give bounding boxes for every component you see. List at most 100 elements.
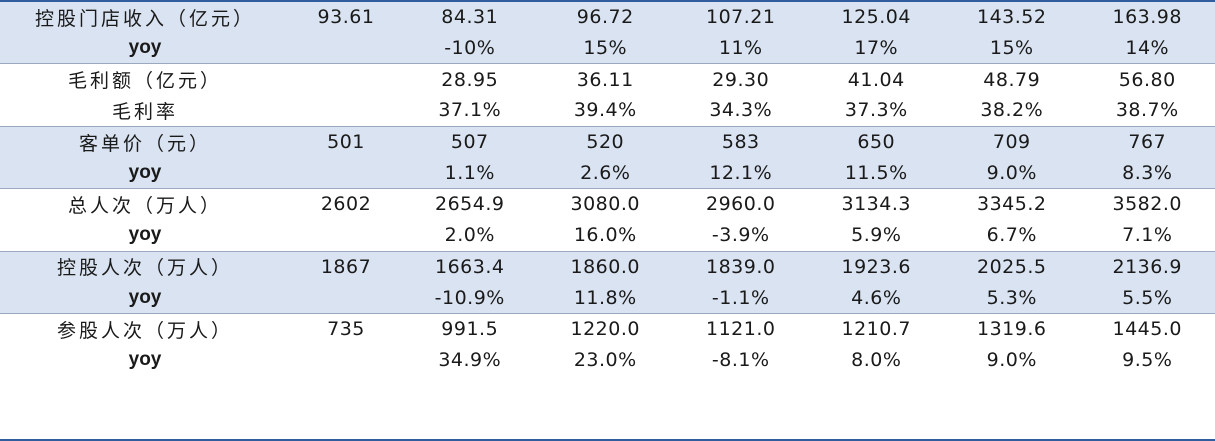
cell-value: 2.6% bbox=[537, 157, 673, 190]
cell-value: 2960.0 bbox=[706, 193, 776, 216]
cell-value: 3582.0 bbox=[1112, 193, 1182, 216]
cell-value: 583 bbox=[673, 126, 809, 158]
cell-value: 1220.0 bbox=[570, 318, 640, 341]
cell-value: 163.98 bbox=[1079, 2, 1215, 33]
cell-value: 29.30 bbox=[712, 68, 770, 91]
row-label: 控股人次（万人） bbox=[0, 251, 290, 283]
cell-value bbox=[290, 219, 402, 252]
cell-value: 735 bbox=[327, 318, 365, 341]
cell-value: 3345.2 bbox=[977, 193, 1047, 216]
cell-value: 1839.0 bbox=[673, 251, 809, 283]
cell-value: 3134.3 bbox=[841, 193, 911, 216]
cell-value bbox=[290, 282, 402, 314]
cell-value: 9.0% bbox=[986, 348, 1037, 371]
cell-value: 767 bbox=[1079, 126, 1215, 158]
cell-value: 28.95 bbox=[441, 68, 499, 91]
row-label: yoy bbox=[0, 157, 290, 190]
cell-value: -8.1% bbox=[711, 348, 770, 371]
cell-value: 650 bbox=[808, 126, 944, 158]
row-label: yoy bbox=[0, 219, 290, 252]
row-total-visits: 总人次（万人） 2602 2654.9 3080.0 2960.0 3134.3… bbox=[0, 189, 1215, 220]
cell-value: 56.80 bbox=[1118, 68, 1176, 91]
cell-value: -1.1% bbox=[673, 282, 809, 314]
row-label: 总人次（万人） bbox=[67, 194, 222, 217]
cell-value: 5.5% bbox=[1079, 282, 1215, 314]
cell-value: 38.2% bbox=[944, 95, 1080, 127]
row-label: 毛利率 bbox=[0, 95, 290, 127]
table-bottom-rule bbox=[0, 439, 1215, 441]
cell-value: 34.9% bbox=[438, 348, 502, 371]
cell-value: 36.11 bbox=[576, 68, 634, 91]
cell-value: 9.0% bbox=[944, 157, 1080, 190]
cell-value: 17% bbox=[808, 32, 944, 65]
cell-value bbox=[290, 157, 402, 190]
cell-value: 8.0% bbox=[851, 348, 902, 371]
row-affiliate-visits-yoy: yoy 34.9% 23.0% -8.1% 8.0% 9.0% 9.5% bbox=[0, 345, 1215, 376]
cell-value: 2025.5 bbox=[944, 251, 1080, 283]
cell-value: 16.0% bbox=[537, 219, 673, 252]
cell-value: 15% bbox=[537, 32, 673, 65]
cell-value: 15% bbox=[944, 32, 1080, 65]
cell-value: 2602 bbox=[320, 193, 372, 216]
row-total-visits-yoy: yoy 2.0% 16.0% -3.9% 5.9% 6.7% 7.1% bbox=[0, 219, 1215, 252]
cell-value: 38.7% bbox=[1079, 95, 1215, 127]
cell-value: 39.4% bbox=[537, 95, 673, 127]
cell-value: 1210.7 bbox=[841, 318, 911, 341]
cell-value: 107.21 bbox=[673, 2, 809, 33]
cell-value bbox=[290, 95, 402, 127]
cell-value: -10% bbox=[402, 32, 538, 65]
row-holding-visits: 控股人次（万人） 1867 1663.4 1860.0 1839.0 1923.… bbox=[0, 251, 1215, 283]
cell-value: 12.1% bbox=[673, 157, 809, 190]
cell-value: 37.3% bbox=[808, 95, 944, 127]
cell-value: 11.5% bbox=[808, 157, 944, 190]
cell-value: 991.5 bbox=[441, 318, 499, 341]
cell-value: 1923.6 bbox=[808, 251, 944, 283]
row-avg-ticket: 客单价（元） 501 507 520 583 650 709 767 bbox=[0, 126, 1215, 158]
cell-value: 3080.0 bbox=[570, 193, 640, 216]
cell-value: 1445.0 bbox=[1112, 318, 1182, 341]
row-label: 毛利额（亿元） bbox=[67, 70, 222, 93]
cell-value: 34.3% bbox=[673, 95, 809, 127]
row-label: yoy bbox=[0, 32, 290, 65]
row-gross-margin: 毛利率 37.1% 39.4% 34.3% 37.3% 38.2% 38.7% bbox=[0, 95, 1215, 127]
cell-value: 1860.0 bbox=[537, 251, 673, 283]
cell-value: 8.3% bbox=[1079, 157, 1215, 190]
cell-value: 7.1% bbox=[1079, 219, 1215, 252]
row-label: 参股人次（万人） bbox=[56, 319, 233, 342]
row-affiliate-visits: 参股人次（万人） 735 991.5 1220.0 1121.0 1210.7 … bbox=[0, 313, 1215, 344]
cell-value: 1121.0 bbox=[706, 318, 776, 341]
row-holding-store-revenue: 控股门店收入（亿元） 93.61 84.31 96.72 107.21 125.… bbox=[0, 2, 1215, 33]
financial-table: 控股门店收入（亿元） 93.61 84.31 96.72 107.21 125.… bbox=[0, 2, 1215, 375]
cell-value: 4.6% bbox=[808, 282, 944, 314]
row-label: yoy bbox=[0, 282, 290, 314]
cell-value: 11% bbox=[673, 32, 809, 65]
cell-value: 6.7% bbox=[944, 219, 1080, 252]
row-label: yoy bbox=[128, 348, 162, 370]
cell-value: 2654.9 bbox=[435, 193, 505, 216]
cell-value: 41.04 bbox=[847, 68, 905, 91]
cell-value: 1663.4 bbox=[402, 251, 538, 283]
row-label: 客单价（元） bbox=[0, 126, 290, 158]
cell-value: 1867 bbox=[290, 251, 402, 283]
cell-value: 37.1% bbox=[402, 95, 538, 127]
cell-value: 507 bbox=[402, 126, 538, 158]
cell-value: 1319.6 bbox=[977, 318, 1047, 341]
cell-value bbox=[290, 32, 402, 65]
row-revenue-yoy: yoy -10% 15% 11% 17% 15% 14% bbox=[0, 32, 1215, 65]
cell-value: 11.8% bbox=[537, 282, 673, 314]
cell-value: 1.1% bbox=[402, 157, 538, 190]
row-gross-profit: 毛利额（亿元） 28.95 36.11 29.30 41.04 48.79 56… bbox=[0, 64, 1215, 95]
cell-value: 14% bbox=[1079, 32, 1215, 65]
cell-value: -3.9% bbox=[673, 219, 809, 252]
row-label: 控股门店收入（亿元） bbox=[0, 2, 290, 33]
cell-value: 23.0% bbox=[573, 348, 637, 371]
row-holding-visits-yoy: yoy -10.9% 11.8% -1.1% 4.6% 5.3% 5.5% bbox=[0, 282, 1215, 314]
cell-value: 125.04 bbox=[808, 2, 944, 33]
cell-value: 2.0% bbox=[402, 219, 538, 252]
cell-value: 48.79 bbox=[983, 68, 1041, 91]
cell-value: 143.52 bbox=[944, 2, 1080, 33]
cell-value: 5.9% bbox=[808, 219, 944, 252]
cell-value bbox=[290, 64, 402, 95]
cell-value: 709 bbox=[944, 126, 1080, 158]
